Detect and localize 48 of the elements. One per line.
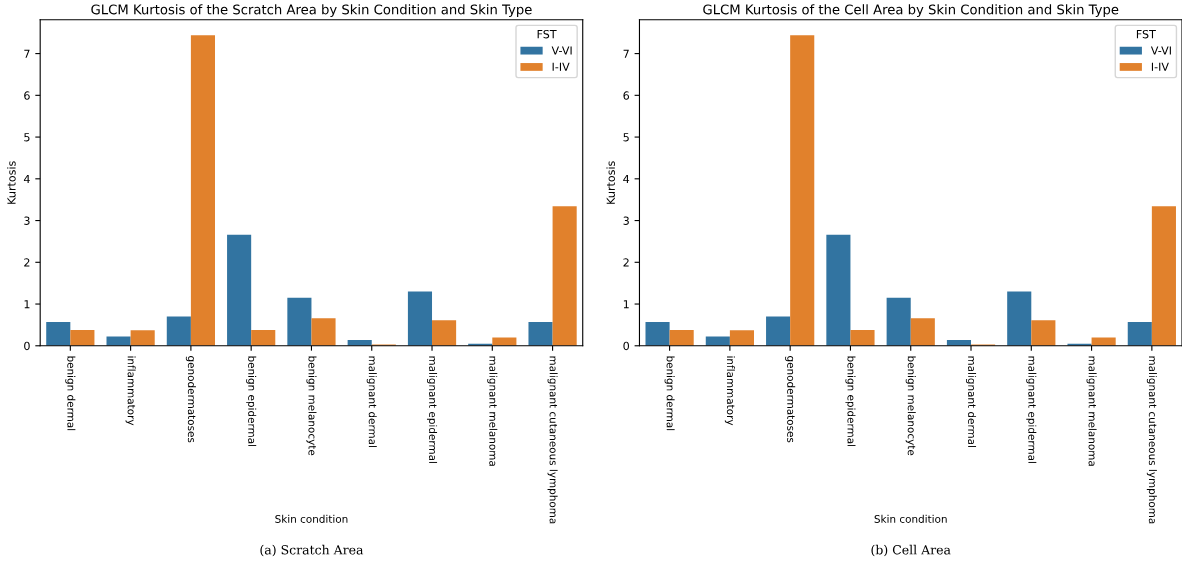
y-tick-label: 1 xyxy=(24,300,30,309)
x-tick-label: benign dermal xyxy=(664,356,675,431)
y-tick-label: 6 xyxy=(24,91,30,100)
x-tick-label: benign dermal xyxy=(65,356,76,431)
y-axis-title: Kurtosis xyxy=(606,161,615,204)
text: (a) Scratch Area xyxy=(260,544,364,557)
x-tick-label: genodermatoses xyxy=(185,356,196,443)
x-tick-label: benign epidermal xyxy=(246,356,257,447)
x-axis-title: Skin condition xyxy=(275,514,348,523)
x-tick-label: benign melanocyte xyxy=(905,356,916,456)
y-tick-label: 0 xyxy=(24,341,30,351)
x-tick-label: malignant dermal xyxy=(366,356,377,447)
y-tick-label: 5 xyxy=(24,133,30,142)
x-tick-label: malignant melanoma xyxy=(1086,356,1097,466)
text: (b) Cell Area xyxy=(871,544,951,557)
legend-title: FST xyxy=(1136,29,1156,39)
x-tick-label: malignant cutaneous lymphoma xyxy=(547,356,558,524)
legend-label: I-IV xyxy=(552,62,570,71)
y-axis-title: Kurtosis xyxy=(7,161,16,204)
y-tick-label: 3 xyxy=(24,216,30,225)
legend-label: V-VI xyxy=(1150,46,1171,55)
x-tick-label: inflammatory xyxy=(125,356,136,426)
y-tick-label: 2 xyxy=(623,258,629,267)
y-tick-label: 7 xyxy=(24,49,30,58)
y-tick-label: 6 xyxy=(623,91,630,100)
y-tick-label: 4 xyxy=(23,174,30,184)
y-tick-label: 0 xyxy=(623,341,629,351)
y-tick-label: 1 xyxy=(623,300,629,309)
x-tick-label: malignant melanoma xyxy=(487,356,498,466)
legend-title: FST xyxy=(537,29,557,39)
x-tick-label: malignant epidermal xyxy=(426,356,438,463)
y-tick-label: 7 xyxy=(623,49,629,58)
y-tick-label: 5 xyxy=(623,133,629,142)
x-tick-label: benign epidermal xyxy=(845,356,856,447)
legend-label: I-IV xyxy=(1151,62,1169,71)
chart-title: GLCM Kurtosis of the Scratch Area by Skin Condition and Skin Type xyxy=(91,4,532,17)
y-tick-label: 4 xyxy=(623,174,630,184)
y-tick-label: 2 xyxy=(24,258,30,267)
y-tick-label: 3 xyxy=(623,216,629,225)
x-tick-label: genodermatoses xyxy=(785,356,796,443)
x-tick-label: malignant epidermal xyxy=(1026,356,1037,463)
chart-title: GLCM Kurtosis of the Cell Area by Skin Condition and Skin Type xyxy=(703,4,1119,17)
x-axis-title: Skin condition xyxy=(874,514,947,523)
x-tick-label: malignant cutaneous lymphoma xyxy=(1146,356,1157,524)
x-tick-label: malignant dermal xyxy=(965,356,977,447)
x-tick-label: inflammatory xyxy=(724,356,735,426)
legend-label: V-VI xyxy=(551,46,572,55)
x-tick-label: benign melanocyte xyxy=(306,356,317,456)
